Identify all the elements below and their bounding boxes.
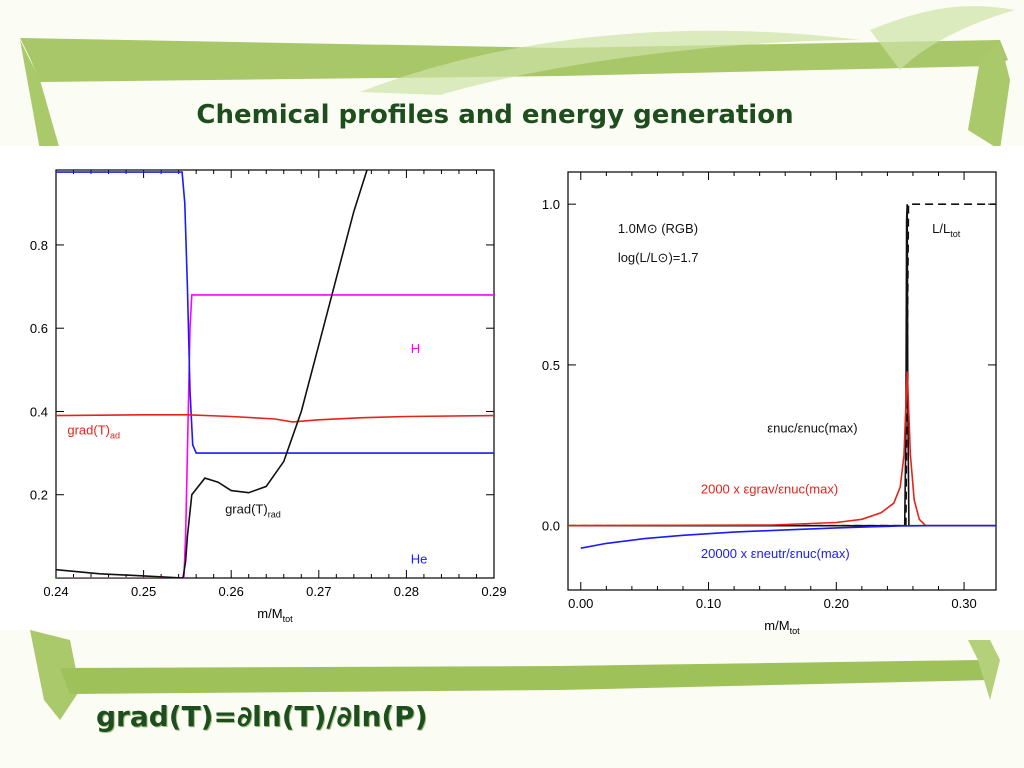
x-tick-label: 0.27 — [306, 584, 331, 599]
formula-text: grad(T)=∂ln(T)/∂ln(P) — [96, 700, 428, 733]
x-axis-label: m/Mtot — [764, 618, 800, 636]
x-tick-label: 0.29 — [481, 584, 506, 599]
chart-energy-generation: 0.00 0.10 0.20 0.30 0.0 0.5 1.0 m/Mtot 1.0M⊙ (RG… — [542, 172, 996, 636]
x-tick-label: 0.25 — [131, 584, 156, 599]
y-tick-label: 0.0 — [542, 519, 560, 534]
chart-annotation-0: 1.0M⊙ (RGB) — [618, 221, 698, 236]
y-tick-label: 0.8 — [30, 238, 48, 253]
series-line-1 — [568, 204, 996, 527]
chart-annotation-1: He — [411, 551, 428, 566]
y-tick-label: 0.2 — [30, 488, 48, 503]
chart-annotation-3: εnuc/εnuc(max) — [767, 420, 857, 435]
series-line-2 — [56, 414, 494, 423]
series-line-3 — [56, 170, 368, 578]
x-tick-label: 0.30 — [951, 596, 976, 611]
chart-annotation-5: 20000 x εneutr/εnuc(max) — [701, 546, 850, 561]
chart-annotation-0: H — [411, 341, 420, 356]
series-line-3 — [580, 524, 996, 549]
x-tick-label: 0.24 — [43, 584, 68, 599]
x-tick-label: 0.00 — [568, 596, 593, 611]
x-tick-label: 0.26 — [219, 584, 244, 599]
series-line-2 — [568, 371, 996, 527]
y-tick-label: 0.4 — [30, 404, 48, 419]
slide-title: Chemical profiles and energy generation — [196, 100, 794, 130]
chart-annotation-2: grad(T)ad — [67, 422, 120, 440]
x-tick-label: 0.10 — [696, 596, 721, 611]
series-line-1 — [56, 171, 494, 454]
x-axis-label: m/Mtot — [257, 606, 293, 624]
x-tick-label: 0.20 — [824, 596, 849, 611]
y-tick-label: 0.6 — [30, 321, 48, 336]
y-tick-label: 0.5 — [542, 358, 560, 373]
y-tick-label: 1.0 — [542, 197, 560, 212]
chart-annotation-3: grad(T)rad — [225, 501, 281, 519]
chart-annotation-4: 2000 x εgrav/εnuc(max) — [701, 482, 838, 497]
chart-annotation-2: L/Ltot — [932, 221, 961, 239]
chart-chemical-profiles: 0.24 0.25 0.26 0.27 0.28 0.29 0.2 0.4 0.6 0.8 m/Mt… — [30, 170, 507, 624]
chart-annotation-1: log(L/L⊙)=1.7 — [618, 250, 699, 265]
x-tick-label: 0.28 — [394, 584, 419, 599]
